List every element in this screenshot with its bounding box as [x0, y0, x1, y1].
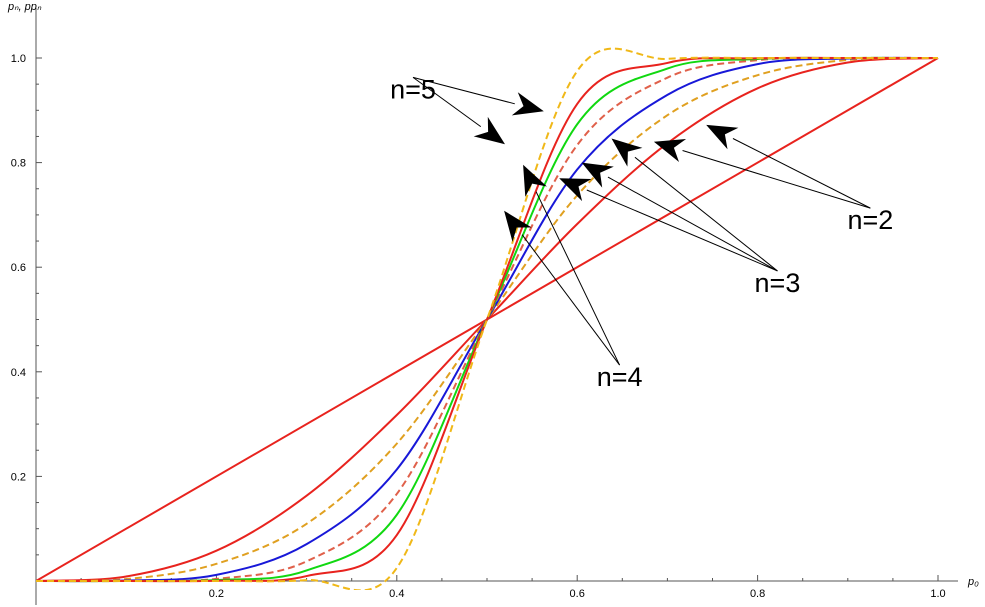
y-tick-label: 1.0 — [11, 53, 26, 65]
y-tick-label: 0.6 — [11, 262, 26, 274]
annotations: n=5 n=2 n=3 n=4 — [390, 74, 893, 392]
annotation-arrow-line — [732, 138, 871, 209]
annotation-arrowhead — [523, 164, 547, 197]
annotation-arrow-line — [682, 150, 871, 209]
series-line-8 — [36, 47, 938, 590]
x-tick-label: 0.8 — [750, 588, 765, 600]
annotation-arrow-line — [634, 156, 778, 272]
y-tick-label: 0.4 — [11, 367, 26, 379]
y-axis-label: pₙ, ppₙ — [7, 1, 42, 13]
annotation-arrowhead — [511, 92, 544, 116]
axes: 0.2 0.4 0.6 0.8 1.0 0.2 0.4 0.6 0.8 1.0 p₀ pₙ, ppₙ — [7, 1, 979, 605]
y-tick-label: 0.8 — [11, 158, 26, 170]
x-tick-label: 0.2 — [209, 588, 224, 600]
annotation-arrow-line — [412, 76, 482, 128]
x-tick-label: 0.4 — [389, 588, 404, 600]
annotation-arrow-line — [607, 176, 778, 272]
x-tick-label: 0.6 — [570, 588, 585, 600]
annotation-arrow-line — [586, 189, 778, 272]
annotation-label: n=5 — [390, 74, 436, 104]
y-tick-label: 0.2 — [11, 471, 26, 483]
annotation-label: n=3 — [755, 268, 801, 298]
x-axis-label: p₀ — [967, 576, 979, 588]
annotation-arrow-line — [535, 191, 621, 366]
annotation-arrow-line — [521, 234, 620, 366]
annotation-arrowhead — [473, 116, 505, 145]
annotation-arrowhead — [611, 138, 643, 167]
annotation-arrowhead — [504, 210, 532, 242]
annotation-arrowhead — [559, 178, 592, 202]
x-tick-label: 1.0 — [930, 588, 945, 600]
annotation-label: n=4 — [597, 362, 643, 392]
annotation-arrow-line — [412, 76, 515, 105]
annotation-arrowhead — [653, 139, 687, 162]
annotation-arrowhead — [706, 124, 739, 150]
annotation-label: n=2 — [847, 205, 893, 235]
annotation-arrowhead — [581, 162, 614, 188]
series-group — [36, 47, 939, 590]
